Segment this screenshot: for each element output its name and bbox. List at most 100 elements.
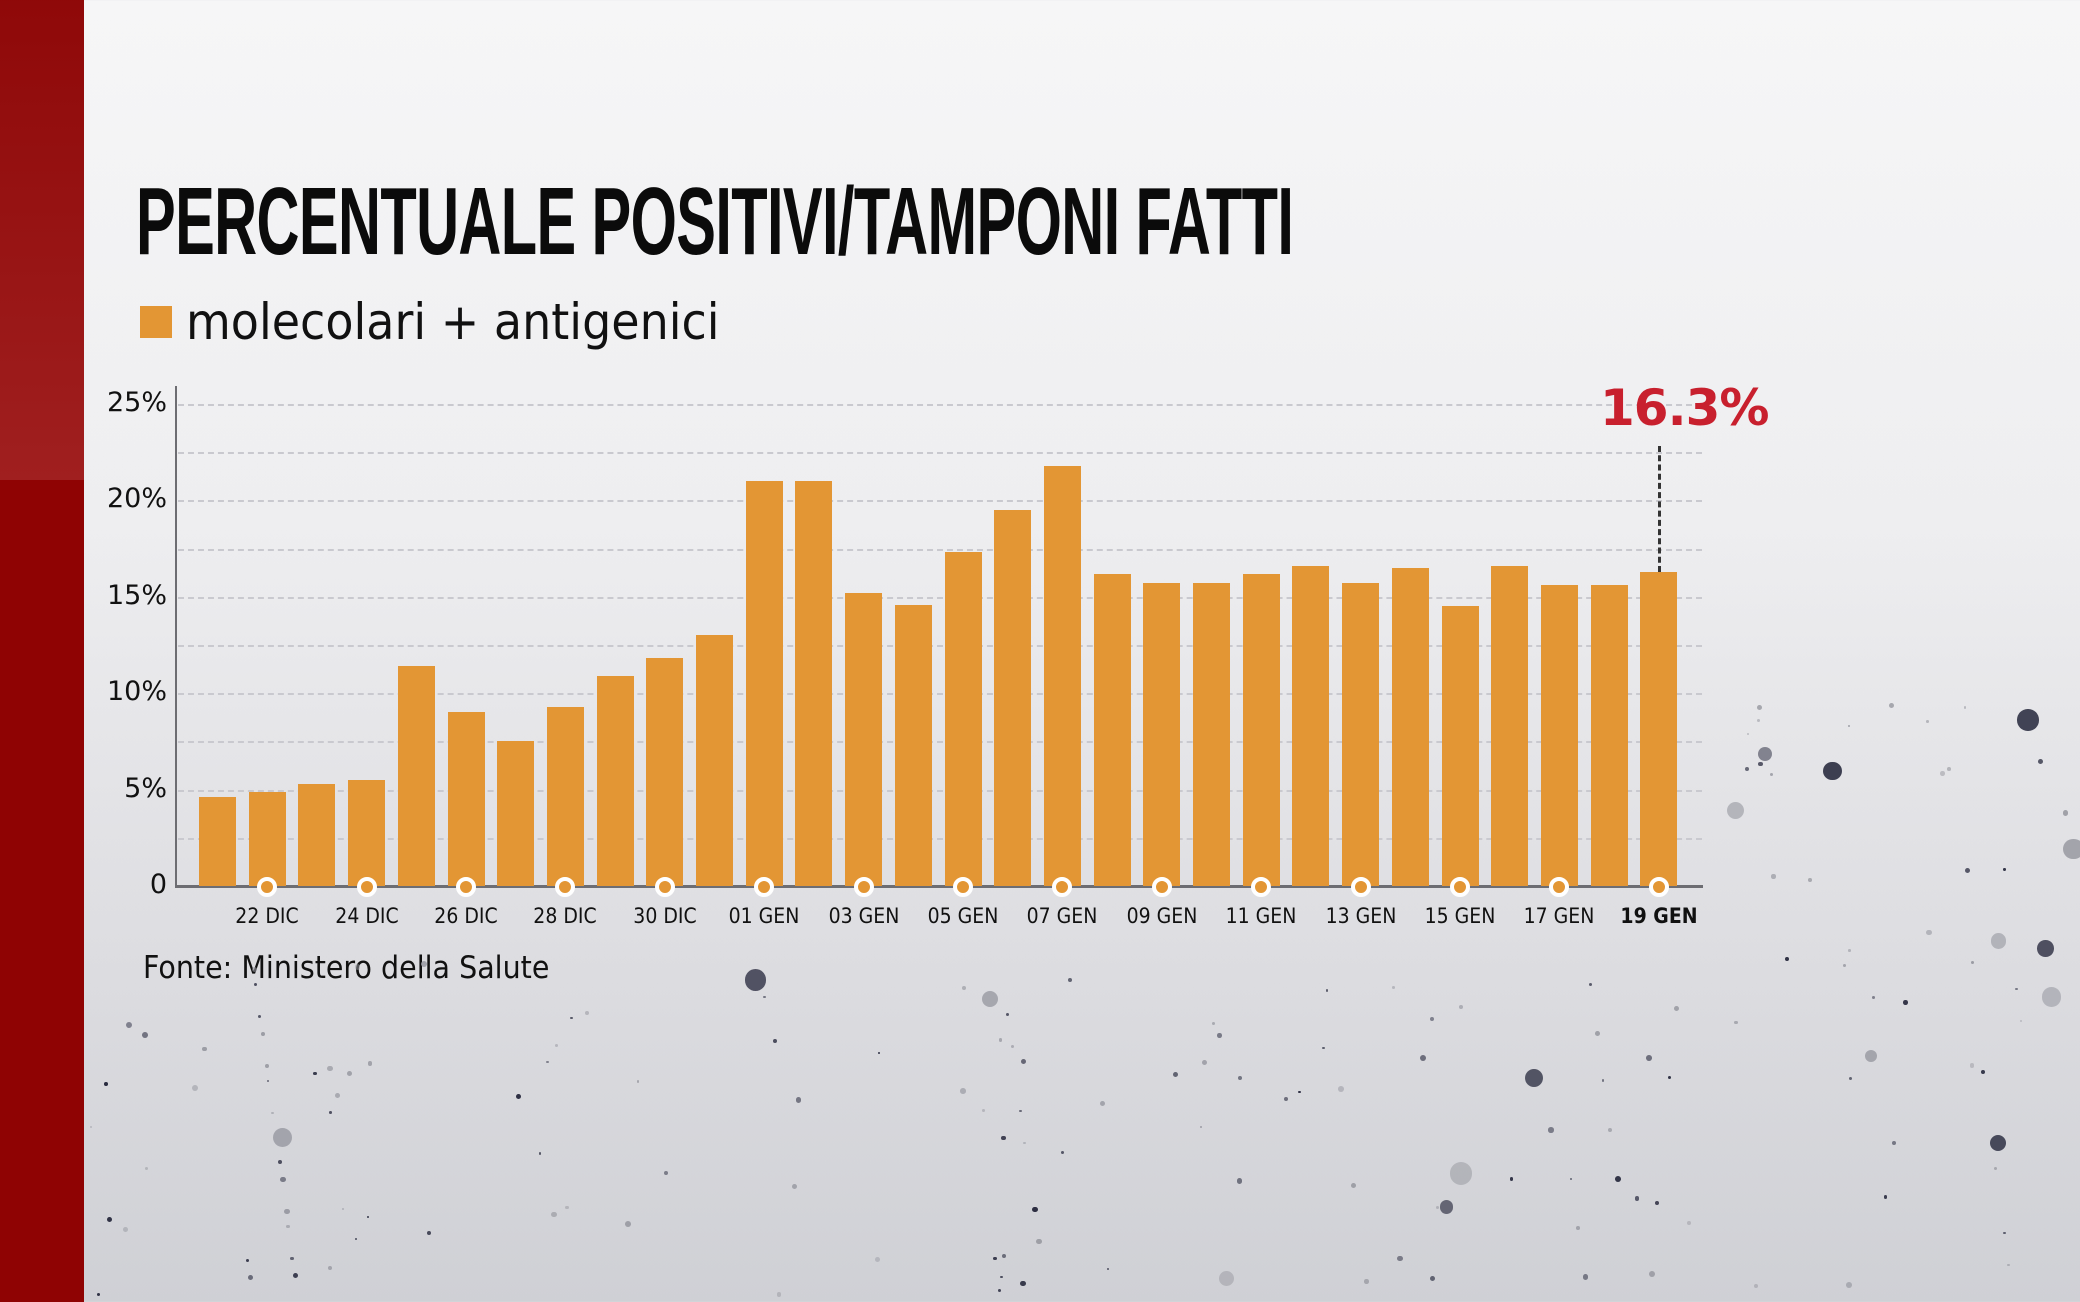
background-particle [1420,1055,1427,1062]
background-particle [1926,720,1929,724]
background-particle [1582,1274,1589,1280]
background-particle [1351,1182,1357,1188]
background-particle [1458,1005,1463,1010]
background-particle [1673,1005,1680,1011]
bar [745,481,783,886]
background-particle [313,1071,317,1076]
background-particle [1576,1226,1580,1230]
x-tick-marker [953,877,973,897]
background-particle [1757,747,1772,762]
red-side-stripe-top [0,0,84,480]
x-tick-marker [754,877,775,897]
bar [497,741,535,886]
background-particle [1847,725,1850,728]
background-particle [1569,1177,1572,1180]
background-particle [1439,1200,1454,1215]
background-particle [1963,706,1966,709]
background-particle [1848,1077,1852,1081]
background-particle [1770,772,1774,776]
bar [397,666,435,886]
background-particle [1019,1109,1022,1113]
background-particle [1397,1255,1403,1261]
background-particle [1645,1054,1652,1061]
background-particle [1218,1270,1234,1286]
background-particle [279,1176,286,1183]
background-particle [1031,1206,1038,1213]
background-particle [875,1257,881,1263]
background-particle [1099,1100,1105,1106]
background-particle [744,969,767,992]
background-particle [1842,964,1846,968]
x-tick-marker [1251,877,1272,897]
source-note: Fonte: Ministero della Salute [143,950,550,986]
background-particle [1173,1072,1179,1078]
x-tick-label: 19 GEN [1620,904,1698,928]
background-particle [1338,1086,1345,1092]
background-particle [1201,1060,1207,1066]
gridline [178,500,1702,503]
background-particle [1106,1267,1109,1270]
y-tick-label: 0 [149,869,167,900]
background-particle [1990,933,2007,950]
background-particle [260,1031,266,1037]
background-particle [1994,1167,1998,1171]
background-particle [2037,940,2054,957]
background-particle [264,1063,270,1069]
background-particle [961,985,966,990]
background-particle [341,1207,345,1210]
background-particle [335,1092,341,1098]
background-particle [1947,767,1952,771]
background-particle [993,1256,998,1261]
y-axis [175,386,177,888]
background-particle [1020,1280,1026,1287]
background-particle [1509,1177,1513,1181]
background-particle [1211,1022,1215,1026]
x-tick-label: 09 GEN [1126,904,1198,928]
background-particle [878,1052,881,1055]
background-particle [354,964,361,970]
background-particle [763,995,766,999]
legend: molecolari + antigenici [140,292,766,352]
background-particle [284,1208,290,1215]
background-particle [1648,1271,1655,1277]
background-particle [97,1292,101,1296]
background-particle [1023,1142,1026,1145]
background-particle [1654,1200,1659,1205]
background-particle [1970,960,1975,964]
background-particle [546,1060,549,1064]
background-particle [625,1220,632,1227]
legend-label: molecolari + antigenici [186,293,720,351]
bar [646,658,684,886]
bar [994,510,1032,886]
background-particle [1589,982,1593,986]
gridline [178,645,1702,647]
background-particle [2062,810,2069,816]
background-particle [106,1217,112,1223]
background-particle [1000,1275,1003,1278]
background-particle [1236,1178,1243,1184]
background-particle [1325,989,1328,992]
bar [1143,583,1181,886]
bar [1193,583,1230,886]
gridline [178,404,1702,406]
x-tick-marker [456,877,476,897]
legend-swatch [140,306,172,338]
bar [298,783,336,886]
background-particle [2037,759,2043,765]
x-tick-marker [356,877,377,897]
background-particle [1061,1150,1064,1154]
bar [1441,606,1479,886]
background-particle [1601,1079,1605,1082]
background-particle [2019,1020,2022,1023]
background-particle [1771,874,1776,879]
background-particle [960,1088,966,1094]
background-particle [327,1065,333,1072]
annotation-leader-line [1657,446,1661,572]
background-particle [792,1183,798,1189]
background-particle [271,1112,274,1115]
bar [696,635,733,886]
background-particle [997,1288,1002,1293]
background-particle [1926,929,1932,936]
background-particle [516,1093,521,1099]
background-particle [2002,1231,2006,1235]
